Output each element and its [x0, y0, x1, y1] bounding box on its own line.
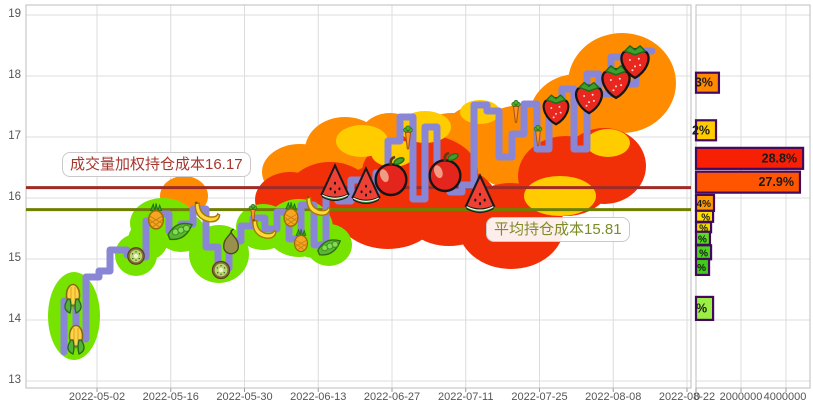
cost-bar-label: 27.9% [758, 175, 793, 189]
cost-bar [694, 170, 802, 194]
cost-bar-label: 3% [695, 76, 713, 90]
cost-bar-layer: 3% 2% 28.8% 27.9% 4%%%%%%% [692, 71, 805, 322]
kiwi-icon [211, 260, 231, 280]
cost-bar-label: 4% [697, 199, 712, 210]
cost-bar-label: % [699, 223, 708, 234]
main-plot-frame [25, 4, 692, 389]
cost-bar [694, 71, 721, 94]
cost-bar-label: 28.8% [762, 151, 797, 165]
volume-bubble [524, 176, 596, 216]
cost-bar [694, 295, 715, 322]
cost-bar-label: % [698, 234, 707, 245]
cost-bar-label: % [701, 212, 710, 223]
cost-bar [694, 119, 718, 142]
kiwi-icon [127, 247, 145, 265]
cost-bar-label: 2% [692, 123, 710, 137]
cost-bar-label: % [697, 263, 706, 274]
cost-bar [694, 257, 711, 277]
cost-bar-label: % [699, 248, 708, 259]
cost-bar-label: % [696, 301, 707, 315]
volume-bubble [586, 129, 630, 157]
cost-bar [694, 146, 805, 170]
